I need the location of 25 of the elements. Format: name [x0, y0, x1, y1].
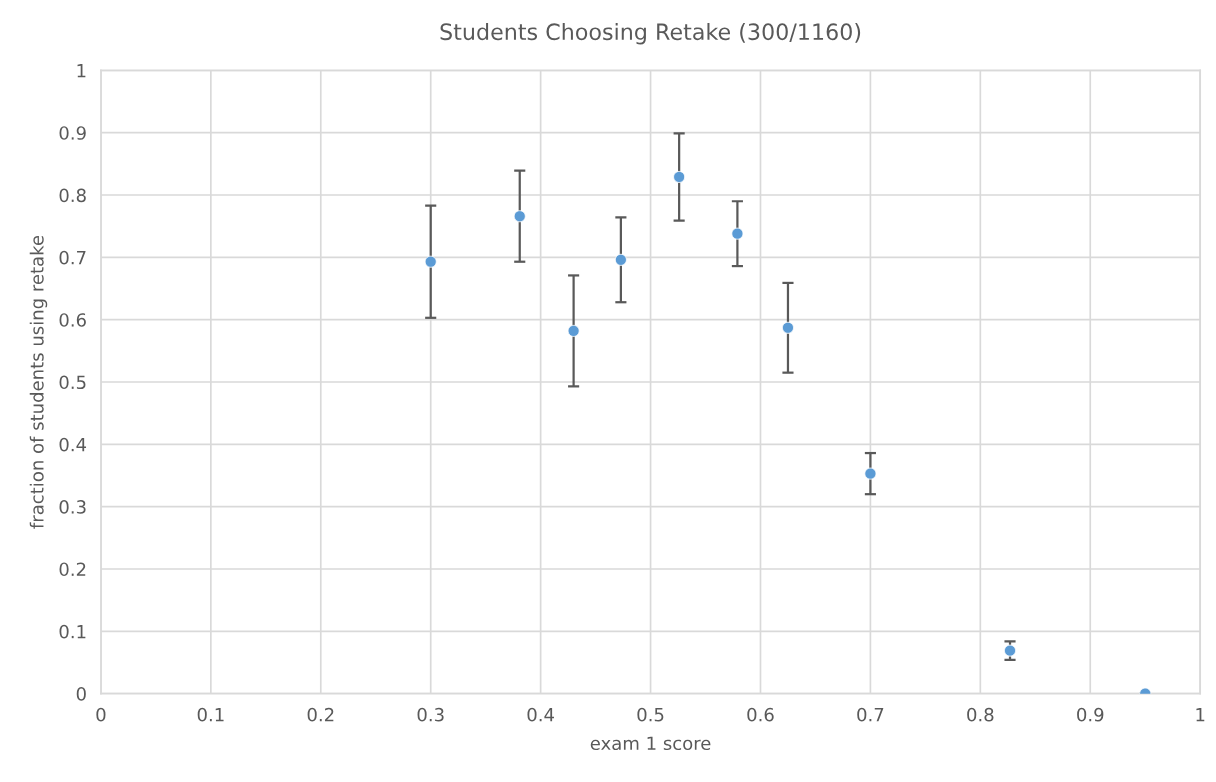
y-tick-label: 0.5 [59, 375, 86, 390]
y-tick-label: 0.6 [59, 313, 86, 327]
y-tick-label: 0.3 [59, 500, 86, 514]
y-tick-label: 1 [77, 64, 86, 78]
x-tick-label: 0.5 [637, 707, 664, 722]
x-tick-label: 0.2 [307, 707, 334, 722]
x-tick-label: 0.8 [967, 707, 994, 722]
y-tick-label: 0.8 [59, 188, 86, 203]
y-tick-label: 0.7 [59, 250, 86, 265]
y-tick-label: 0.4 [59, 437, 87, 452]
y-tick-label: 0.1 [59, 624, 86, 639]
x-tick-label: 0.4 [527, 707, 554, 722]
x-tick-label: 0.3 [417, 707, 444, 722]
x-tick-label: 0.6 [747, 707, 774, 722]
x-tick-label: 0 [96, 707, 106, 722]
y-axis-title: fraction of students using retake [29, 235, 48, 529]
y-tick-label: 0.9 [59, 126, 86, 140]
x-tick-label: 0.1 [197, 707, 224, 722]
y-tick-label: 0 [76, 687, 86, 701]
y-tick-label: 0.2 [59, 562, 86, 577]
x-tick-label: 0.7 [857, 707, 884, 722]
x-axis-title: exam 1 score [590, 736, 711, 751]
chart-title: Students Choosing Retake (300/1160) [440, 22, 861, 45]
x-tick-label: 1 [1196, 708, 1205, 722]
x-tick-label: 0.9 [1077, 707, 1104, 722]
